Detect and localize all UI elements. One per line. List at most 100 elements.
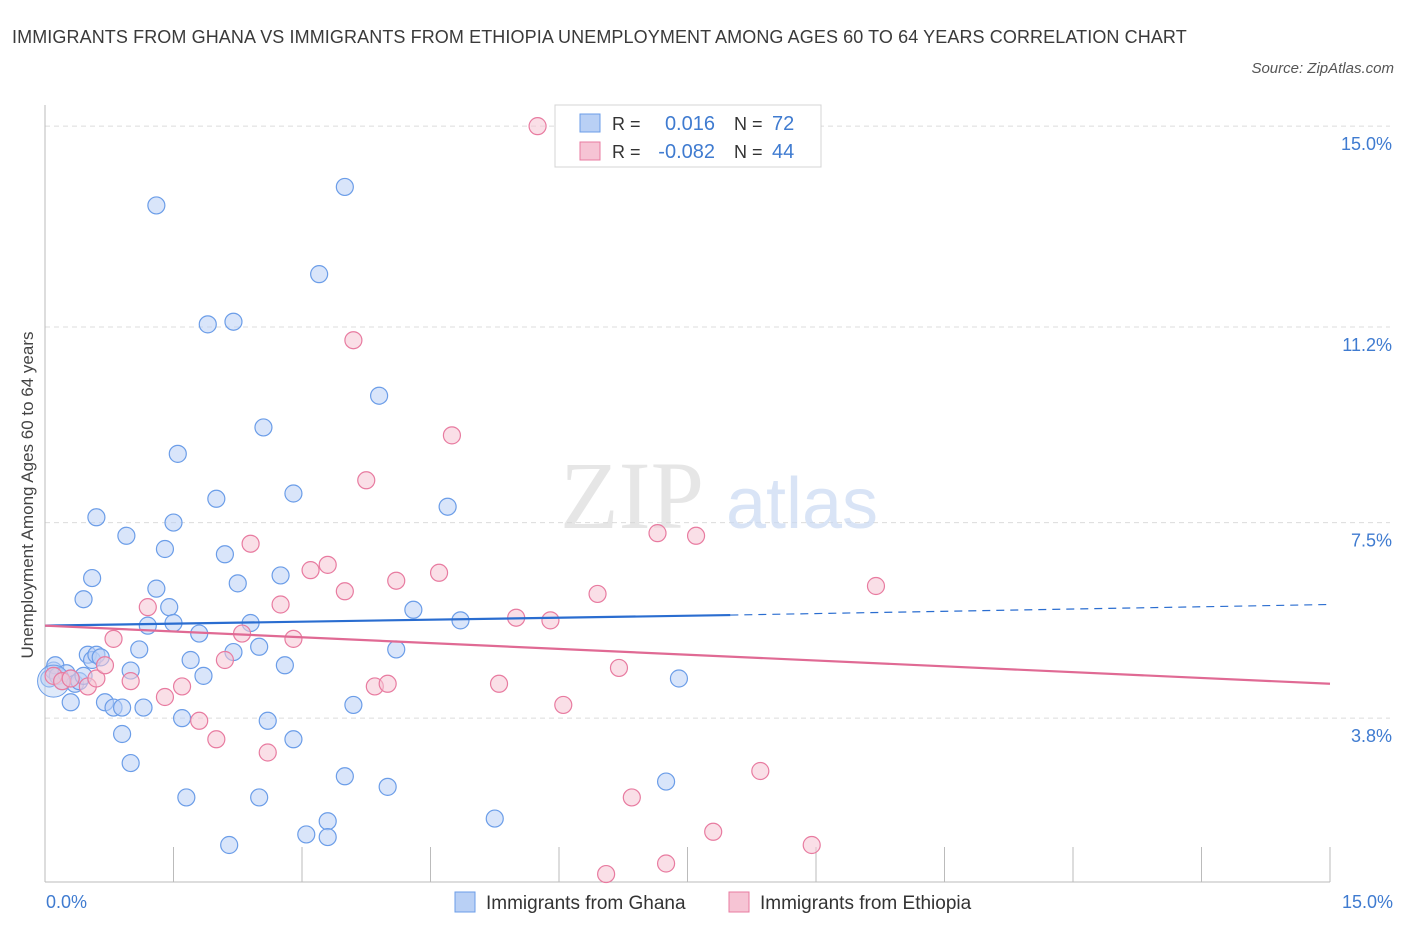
ghana-point [112,724,132,744]
ghana-point [130,640,149,659]
legend-r-label-ghana: R = [612,114,641,134]
watermark-atlas: atlas [726,464,878,544]
bottom-legend: Immigrants from Ghana Immigrants from Et… [454,891,972,914]
ethiopia-point [656,854,676,873]
y-tick-label: 3.8% [1351,726,1392,746]
ghana-point [177,788,196,807]
legend-swatch-ghana [579,113,601,133]
ethiopia-point [344,331,363,350]
ghana-point [370,386,389,405]
trend-line-ethiopia [44,624,1331,685]
ethiopia-point [528,117,547,136]
ethiopia-point [95,656,115,675]
ghana-point [134,698,153,717]
bottom-legend-label-ethiopia: Immigrants from Ethiopia [760,893,972,914]
y-tick-label: 7.5% [1351,531,1392,551]
ghana-point [172,709,192,728]
ethiopia-point [588,584,607,604]
ethiopia-point [61,669,80,688]
legend-n-value-ethiopia: 44 [772,141,794,163]
ethiopia-point [541,611,560,630]
ethiopia-point [138,598,157,617]
ghana-point [275,656,294,675]
ghana-point [194,666,213,685]
ethiopia-point [609,658,629,678]
ghana-point [318,812,337,831]
ghana-point [335,177,354,197]
ghana-point [207,489,226,508]
ghana-point [228,574,247,593]
ghana-point [198,315,217,334]
ethiopia-point [190,711,209,730]
ethiopia-point [554,695,573,715]
legend-r-label-ethiopia: R = [612,142,641,162]
watermark-zip: ZIP [560,442,704,549]
ethiopia-point [104,629,123,648]
legend-r-value-ghana: 0.016 [665,113,715,135]
ghana-point [284,484,303,503]
ghana-point [344,695,363,715]
ghana-point [215,545,234,564]
ethiopia-point [387,571,406,590]
ghana-point [224,312,243,331]
ethiopia-point [802,835,821,855]
ghana-point [404,600,423,619]
ethiopia-point [87,669,106,688]
x-tick-label-min: 0.0% [46,892,87,912]
ghana-point [112,698,132,717]
bottom-legend-swatch-ethiopia [728,891,750,913]
ethiopia-point [597,864,616,884]
ghana-point [164,513,183,532]
ethiopia-point [172,677,192,696]
ethiopia-point [704,822,723,841]
ghana-point [335,767,354,786]
ghana-point [310,265,329,284]
ghana-point [271,566,290,585]
ethiopia-point [442,426,462,445]
ghana-point [378,777,397,796]
legend-swatch-ethiopia [579,141,601,161]
source-note: Source: ZipAtlas.com [1251,60,1394,77]
legend-n-label-ghana: N = [734,114,763,134]
ghana-point [258,711,277,730]
ghana-point [250,788,269,807]
ghana-point [168,444,187,463]
ethiopia-point [489,674,509,693]
ethiopia-point [751,761,770,781]
ethiopia-point [271,595,290,614]
ghana-point [438,497,457,516]
ghana-point [74,590,93,609]
ethiopia-point [357,471,376,490]
x-tick-label-max: 15.0% [1342,892,1393,912]
ghana-point [87,508,106,527]
ethiopia-point [866,576,886,596]
series-ethiopia-points [44,117,886,884]
ethiopia-point [284,629,303,648]
ghana-point [656,772,676,791]
bottom-legend-swatch-ghana [454,891,476,913]
ghana-point [669,669,689,688]
ghana-point [147,196,166,215]
trend-lines [44,603,1331,685]
ethiopia-point [121,672,140,691]
ghana-point [318,827,337,847]
ghana-point [297,825,316,844]
chart-title: IMMIGRANTS FROM GHANA VS IMMIGRANTS FROM… [12,27,1187,47]
ghana-point [83,568,102,588]
ghana-point [250,637,269,656]
ethiopia-point [335,582,354,601]
ghana-point [155,539,175,559]
ghana-point [160,598,179,617]
ethiopia-point [215,650,234,670]
ghana-point [61,693,80,712]
ghana-point [181,650,200,670]
legend-n-value-ghana: 72 [772,113,794,135]
ghana-point [284,730,303,749]
ghana-point [117,526,136,545]
ethiopia-point [686,526,706,545]
ethiopia-point [318,555,337,574]
axes [44,105,1331,883]
ethiopia-point [622,788,641,807]
y-axis-title: Unemployment Among Ages 60 to 64 years [18,332,37,659]
